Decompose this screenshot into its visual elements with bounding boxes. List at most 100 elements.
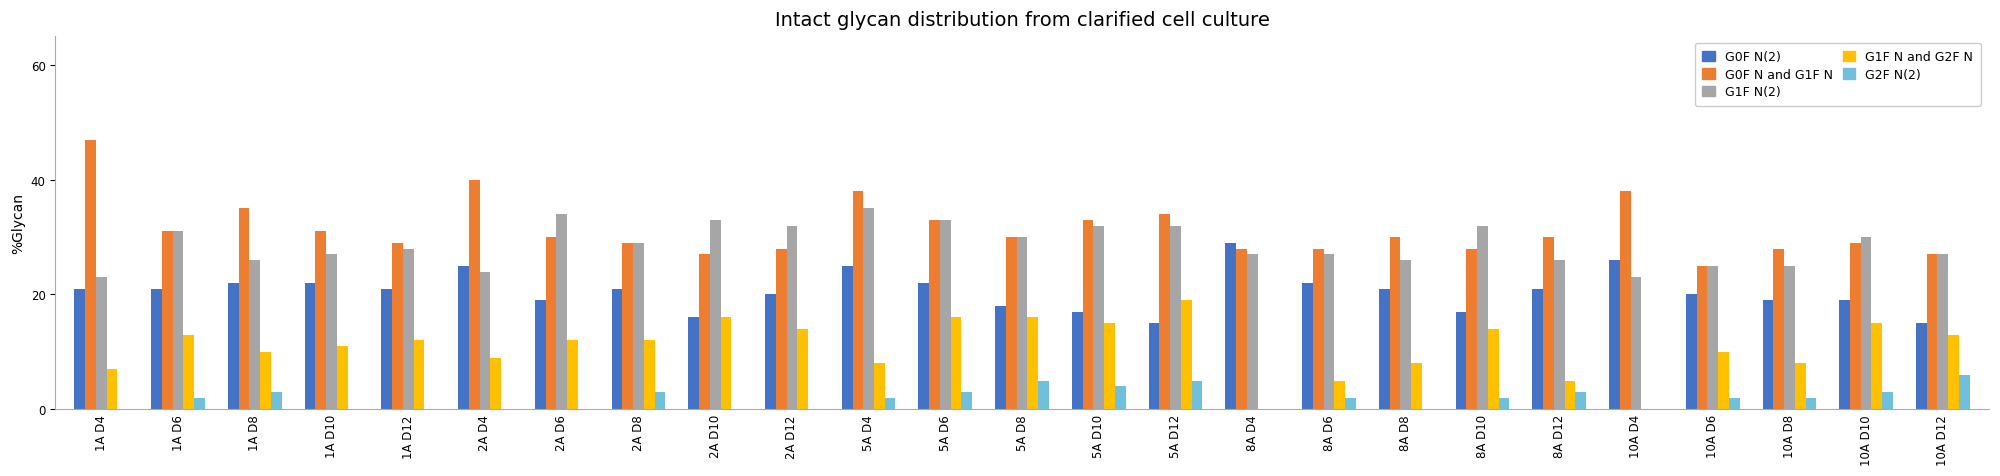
Bar (1948, 335, 1958, 409)
Bar (710, 220, 720, 409)
Bar (1456, 312, 1466, 409)
Bar (918, 283, 930, 409)
Bar (776, 249, 786, 409)
Bar (1324, 255, 1334, 409)
Bar (1094, 226, 1104, 409)
Bar (1938, 255, 1948, 409)
Bar (490, 358, 502, 409)
Bar (1016, 238, 1028, 409)
Bar (700, 255, 710, 409)
Bar (1412, 364, 1422, 409)
Bar (1400, 260, 1412, 409)
Bar (1686, 295, 1696, 409)
Bar (1872, 324, 1882, 409)
Bar (1850, 243, 1860, 409)
Bar (1696, 266, 1708, 409)
Bar (270, 392, 282, 409)
Bar (326, 255, 336, 409)
Bar (1346, 398, 1356, 409)
Bar (316, 232, 326, 409)
Bar (634, 243, 644, 409)
Bar (86, 140, 96, 409)
Bar (228, 283, 238, 409)
Bar (766, 295, 776, 409)
Bar (304, 283, 316, 409)
Bar (1774, 249, 1784, 409)
Title: Intact glycan distribution from clarified cell culture: Intact glycan distribution from clarifie… (774, 11, 1270, 30)
Bar (622, 243, 634, 409)
Bar (852, 192, 864, 409)
Bar (458, 266, 468, 409)
Bar (1312, 249, 1324, 409)
Bar (1610, 260, 1620, 409)
Bar (1708, 266, 1718, 409)
Bar (414, 341, 424, 409)
Bar (798, 329, 808, 409)
Bar (1478, 226, 1488, 409)
Bar (644, 341, 654, 409)
Bar (786, 226, 798, 409)
Bar (250, 260, 260, 409)
Bar (1630, 278, 1642, 409)
Bar (1958, 375, 1970, 409)
Bar (874, 364, 884, 409)
Bar (654, 392, 666, 409)
Bar (1390, 238, 1400, 409)
Bar (1564, 381, 1576, 409)
Bar (864, 209, 874, 409)
Bar (152, 289, 162, 409)
Bar (1104, 324, 1114, 409)
Bar (568, 341, 578, 409)
Bar (1498, 398, 1510, 409)
Bar (1072, 312, 1082, 409)
Bar (382, 289, 392, 409)
Bar (1302, 283, 1312, 409)
Bar (930, 220, 940, 409)
Bar (1882, 392, 1892, 409)
Bar (480, 272, 490, 409)
Bar (336, 347, 348, 409)
Bar (884, 398, 896, 409)
Bar (1160, 215, 1170, 409)
Bar (1916, 324, 1926, 409)
Bar (184, 335, 194, 409)
Bar (1860, 238, 1872, 409)
Bar (720, 318, 732, 409)
Bar (962, 392, 972, 409)
Bar (1246, 255, 1258, 409)
Bar (1028, 318, 1038, 409)
Legend: G0F N(2), G0F N and G1F N, G1F N(2), G1F N and G2F N, G2F N(2): G0F N(2), G0F N and G1F N, G1F N(2), G1F… (1694, 44, 1980, 106)
Bar (950, 318, 962, 409)
Bar (534, 301, 546, 409)
Bar (1148, 324, 1160, 409)
Bar (1082, 220, 1094, 409)
Bar (1334, 381, 1346, 409)
Bar (1192, 381, 1202, 409)
Bar (468, 180, 480, 409)
Bar (260, 352, 270, 409)
Bar (1840, 301, 1850, 409)
Bar (1718, 352, 1728, 409)
Bar (1226, 243, 1236, 409)
Bar (96, 278, 106, 409)
Bar (402, 249, 414, 409)
Bar (1532, 289, 1544, 409)
Bar (74, 289, 86, 409)
Bar (1006, 238, 1016, 409)
Bar (162, 232, 172, 409)
Bar (612, 289, 622, 409)
Bar (1114, 387, 1126, 409)
Bar (688, 318, 700, 409)
Bar (556, 215, 568, 409)
Bar (1488, 329, 1498, 409)
Bar (546, 238, 556, 409)
Bar (1576, 392, 1586, 409)
Bar (1926, 255, 1938, 409)
Bar (940, 220, 950, 409)
Bar (1794, 364, 1806, 409)
Bar (1180, 301, 1192, 409)
Bar (392, 243, 402, 409)
Bar (1378, 289, 1390, 409)
Bar (1038, 381, 1048, 409)
Bar (1762, 301, 1774, 409)
